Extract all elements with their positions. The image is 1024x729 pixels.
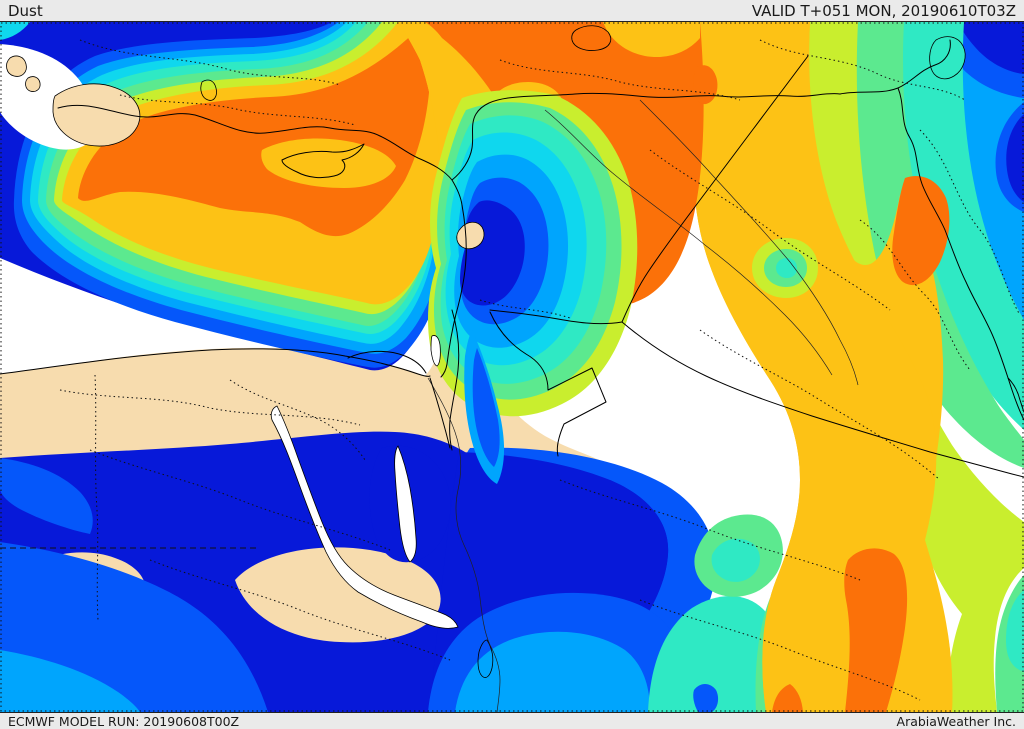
border-iraq-iran: [897, 87, 1024, 421]
dust-turquoise-bottom: [648, 595, 777, 712]
provider-label: ArabiaWeather Inc.: [896, 713, 1016, 729]
dust-green-east-band: [850, 22, 1024, 468]
turkey-aegean-coast: [52, 83, 141, 147]
dust-orange-wedge-bottom: [772, 684, 803, 712]
red-sea-gulf-of-suez: [270, 405, 459, 629]
dust-navy-northeast-corner: [958, 22, 1024, 74]
cyprus-outline: [281, 143, 365, 179]
border-syria-iraq: [621, 55, 809, 323]
border-turkey-iran: [839, 39, 951, 95]
turkey-south-coast: [57, 104, 453, 181]
border-jordan-syria: [489, 309, 623, 325]
dust-cyan-topleft-corner: [0, 22, 30, 40]
valid-time-label: VALID T+051 MON, 20190610T03Z: [751, 1, 1016, 20]
dust-amber-cyprus-patch: [261, 138, 396, 188]
footer-bar: ECMWF MODEL RUN: 20190608T00Z ArabiaWeat…: [0, 712, 1024, 729]
tigris-river: [639, 99, 859, 386]
dust-turquoise-east-band: [900, 22, 1024, 430]
lake-urmia: [929, 36, 966, 80]
dust-turquoise-southeast-blob: [1006, 590, 1024, 672]
header-bar: Dust VALID T+051 MON, 20190610T03Z: [0, 0, 1024, 22]
dust-map: [0, 22, 1024, 712]
nile-river: [427, 377, 501, 712]
lake-van: [571, 25, 612, 51]
dust-orange-spot-west-iran: [693, 65, 718, 105]
lake-nasser: [477, 639, 494, 678]
model-run-label: ECMWF MODEL RUN: 20190608T00Z: [8, 713, 240, 729]
product-title: Dust: [8, 1, 43, 20]
dust-sky-bottom-center: [455, 631, 650, 712]
country-borders: [429, 39, 1024, 478]
dust-royal-bottom-blob: [693, 684, 719, 712]
dust-orange-finger-northeast: [892, 176, 950, 286]
dust-turquoise-hook-kuwait: [711, 538, 760, 582]
dust-amber-pocket-top: [603, 22, 700, 58]
nile-delta-coast: [347, 350, 427, 374]
levant-coast: [440, 179, 467, 378]
dust-navy-east-edge: [1006, 114, 1024, 202]
red-sea-gulf-of-aqaba: [394, 445, 417, 563]
border-iraq-saudi: [621, 321, 1024, 478]
border-israel-egypt: [429, 377, 451, 449]
dust-turquoise-dot-iraq: [776, 258, 797, 278]
aegean-island-2: [25, 76, 41, 92]
dust-orange-stripe-saudi: [844, 548, 908, 712]
north-africa-coast: [0, 348, 431, 377]
dead-sea: [430, 335, 441, 367]
admin-boundaries: [0, 22, 1024, 712]
dust-royal-jordan-channel: [472, 348, 500, 467]
dust-chartreuse-east-band: [804, 22, 1024, 712]
lebanon-clear-spot: [456, 221, 485, 250]
dust-royal-west-wedge: [0, 458, 93, 534]
border-israel-jordan: [449, 309, 460, 451]
coastlines: [0, 99, 1024, 712]
dust-sky-southwest-corner: [0, 650, 140, 712]
border-turkey-syria: [451, 92, 841, 181]
euphrates-river: [544, 109, 833, 376]
aegean-island-1: [6, 55, 27, 77]
lake-tuz: [200, 79, 217, 101]
border-jordan-saudi-zigzag: [489, 311, 607, 457]
land-libya-patch-east: [235, 547, 441, 643]
